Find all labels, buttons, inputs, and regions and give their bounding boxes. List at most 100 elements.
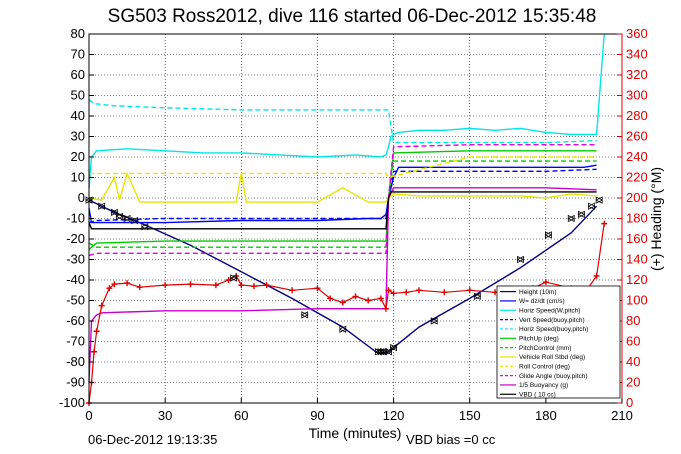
legend-label: VBD ( 10 cc) [519, 391, 556, 398]
height-marker [587, 202, 596, 210]
legend-label: Vehicle Roll Stbd (deg) [519, 354, 585, 361]
heading-point [238, 282, 245, 289]
y2-tick-label: 20 [626, 375, 640, 390]
height-marker [379, 348, 388, 356]
footer-vbd-bias: VBD bias =0 cc [406, 432, 496, 447]
heading-point [98, 302, 105, 309]
legend-label: PitchUp (deg) [519, 335, 559, 342]
y2-tick-label: 200 [626, 190, 648, 205]
chart-title: SG503 Ross2012, dive 116 started 06-Dec-… [108, 6, 597, 27]
series-line [88, 168, 597, 224]
x-tick-label: 120 [383, 408, 405, 423]
y2-tick-label: 40 [626, 354, 640, 369]
y2-tick-label: 260 [626, 129, 648, 144]
x-tick-label: 180 [535, 408, 557, 423]
heading-point [385, 287, 392, 294]
y2-tick-label: 360 [626, 26, 648, 41]
height-marker [430, 317, 439, 325]
legend-label: Glide Angle (buoy,pitch) [519, 373, 588, 380]
x-tick-label: 30 [158, 408, 172, 423]
x-axis-label: Time (minutes) [309, 425, 402, 441]
series-line [88, 99, 597, 144]
footer-timestamp: 06-Dec-2012 19:13:35 [88, 432, 218, 447]
heading-point [250, 283, 257, 290]
series-line [88, 33, 605, 188]
y-tick-label: 70 [71, 47, 85, 62]
height-marker [544, 231, 553, 239]
height-marker [473, 292, 482, 301]
height-marker [374, 348, 383, 356]
height-marker [376, 348, 385, 356]
y-tick-label: 50 [71, 88, 85, 103]
y-tick-label: 40 [71, 108, 85, 123]
right-axis-label: (+) Heading (°M) [648, 167, 664, 271]
y-tick-label: -30 [66, 252, 85, 267]
x-tick-label: 60 [234, 408, 248, 423]
y2-tick-label: 120 [626, 272, 648, 287]
height-marker [97, 202, 106, 210]
heading-point [339, 299, 346, 306]
x-tick-label: 90 [310, 408, 324, 423]
heading-point [327, 295, 334, 302]
y2-tick-label: 300 [626, 88, 648, 103]
y-tick-label: 30 [71, 129, 85, 144]
heading-point [377, 295, 384, 302]
height-marker [384, 348, 393, 356]
y-tick-label: 10 [71, 170, 85, 185]
y2-tick-label: 140 [626, 252, 648, 267]
heading-point [263, 282, 270, 289]
x-tick-label: 150 [459, 408, 481, 423]
y2-tick-label: 100 [626, 293, 648, 308]
y2-tick-label: 160 [626, 231, 648, 246]
y-tick-label: -80 [66, 354, 85, 369]
height-marker [389, 344, 398, 352]
heading-point [382, 305, 389, 312]
heading-point [466, 287, 473, 294]
series-line [88, 144, 597, 257]
height-marker [595, 196, 604, 204]
height-marker [110, 208, 119, 216]
heading-point [162, 282, 169, 289]
y-tick-label: -10 [66, 211, 85, 226]
y-tick-label: -60 [66, 313, 85, 328]
height-marker [567, 214, 576, 223]
heading-point [593, 272, 600, 279]
y2-tick-label: 0 [626, 395, 633, 410]
y2-tick-label: 180 [626, 211, 648, 226]
y-tick-label: -70 [66, 334, 85, 349]
y-tick-label: -50 [66, 293, 85, 308]
legend-label: 1/5 Buoyancy (g) [519, 382, 568, 389]
heading-point [390, 290, 397, 297]
heading-point [289, 287, 296, 294]
y-tick-label: -20 [66, 231, 85, 246]
heading-point [352, 293, 359, 300]
heading-point [365, 297, 372, 304]
height-marker [140, 223, 149, 231]
series-line [88, 191, 597, 230]
heading-point [124, 280, 131, 287]
height-marker [338, 325, 347, 333]
y-tick-label: 0 [78, 190, 85, 205]
heading-point [187, 281, 194, 288]
legend-label: Roll Control (deg) [519, 363, 570, 370]
y-tick-label: -40 [66, 272, 85, 287]
y2-tick-label: 320 [626, 67, 648, 82]
height-marker [516, 255, 525, 264]
height-marker [123, 214, 131, 223]
legend-label: Height (10m) [519, 289, 557, 296]
y2-tick-label: 80 [626, 313, 640, 328]
legend-label: Vert Speed(buoy,pitch) [519, 317, 585, 324]
height-marker [130, 216, 139, 225]
series-line [88, 187, 597, 383]
heading-point [415, 287, 422, 294]
y-tick-label: -100 [59, 395, 85, 410]
height-marker [115, 212, 124, 221]
heading-point [91, 348, 98, 355]
y2-tick-label: 340 [626, 47, 648, 62]
series-line [89, 156, 597, 179]
y-tick-label: 60 [71, 67, 85, 82]
heading-point [212, 282, 219, 289]
y2-tick-label: 220 [626, 170, 648, 185]
legend-label: Horiz Speed(buoy,pitch) [519, 326, 588, 333]
